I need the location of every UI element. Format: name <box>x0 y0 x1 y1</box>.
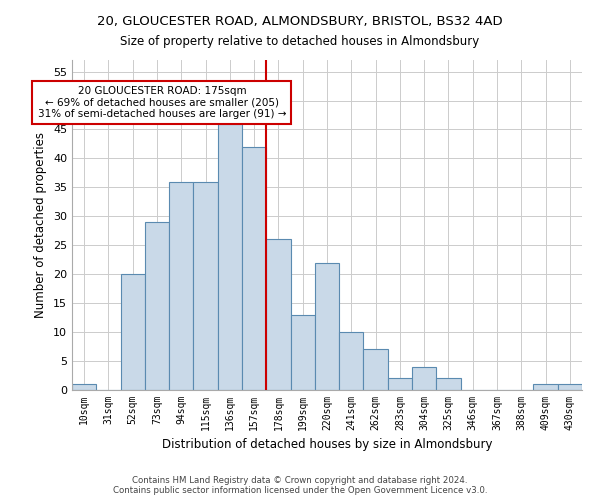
Text: Size of property relative to detached houses in Almondsbury: Size of property relative to detached ho… <box>121 35 479 48</box>
Bar <box>364 350 388 390</box>
Bar <box>72 384 96 390</box>
Bar <box>388 378 412 390</box>
Bar <box>193 182 218 390</box>
Text: 20 GLOUCESTER ROAD: 175sqm
← 69% of detached houses are smaller (205)
31% of sem: 20 GLOUCESTER ROAD: 175sqm ← 69% of deta… <box>38 86 286 120</box>
Bar <box>315 262 339 390</box>
Bar <box>290 314 315 390</box>
Text: Contains HM Land Registry data © Crown copyright and database right 2024.
Contai: Contains HM Land Registry data © Crown c… <box>113 476 487 495</box>
Bar <box>533 384 558 390</box>
Bar <box>218 124 242 390</box>
Bar <box>169 182 193 390</box>
Bar <box>266 240 290 390</box>
Bar <box>339 332 364 390</box>
Bar <box>145 222 169 390</box>
Text: 20, GLOUCESTER ROAD, ALMONDSBURY, BRISTOL, BS32 4AD: 20, GLOUCESTER ROAD, ALMONDSBURY, BRISTO… <box>97 15 503 28</box>
Y-axis label: Number of detached properties: Number of detached properties <box>34 132 47 318</box>
Bar <box>436 378 461 390</box>
Bar <box>412 367 436 390</box>
Bar <box>121 274 145 390</box>
X-axis label: Distribution of detached houses by size in Almondsbury: Distribution of detached houses by size … <box>162 438 492 452</box>
Bar <box>242 147 266 390</box>
Bar <box>558 384 582 390</box>
